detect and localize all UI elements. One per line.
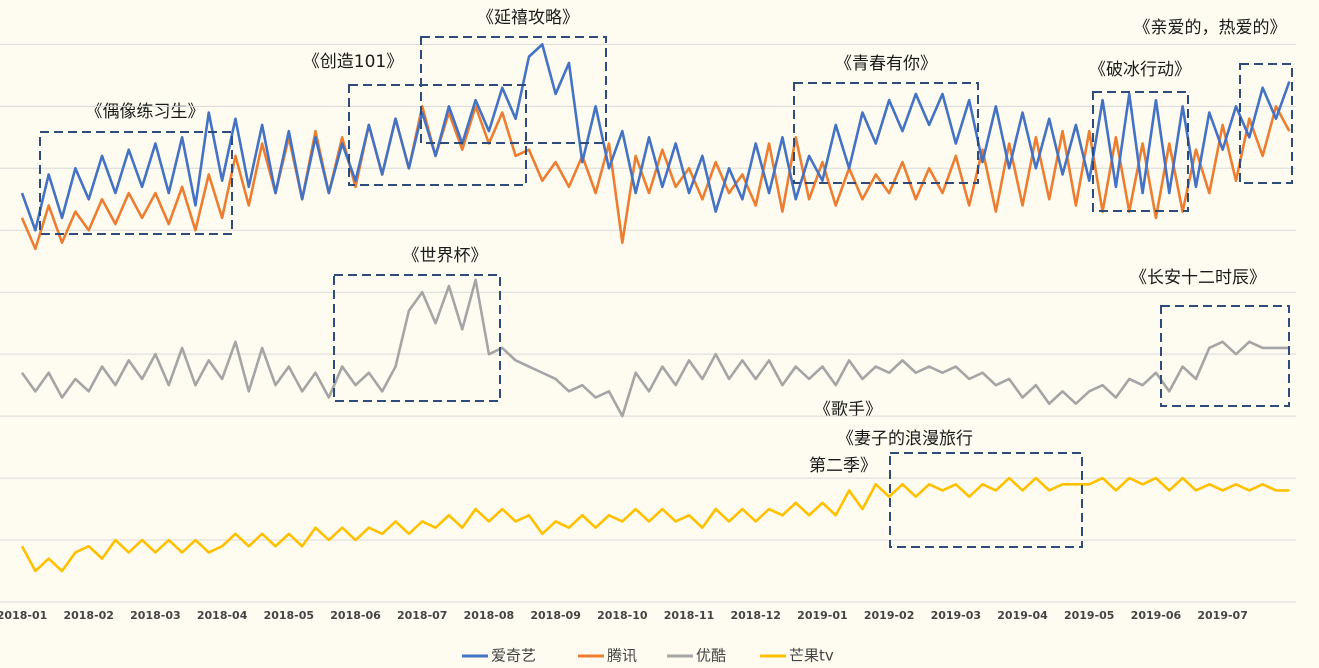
series-line (20, 43, 1291, 232)
x-tick-label: 2019-02 (864, 609, 915, 622)
x-tick-label: 2018-05 (264, 609, 315, 622)
x-tick-label: 2018-10 (597, 609, 648, 622)
x-tick-label: 2019-04 (997, 609, 1048, 622)
x-tick-label: 2018-04 (197, 609, 248, 622)
x-tick-label: 2018-12 (730, 609, 781, 622)
legend-label: 芒果tv (789, 647, 834, 665)
highlight-box (420, 36, 607, 144)
annotation: 《创造101》 (303, 52, 403, 72)
x-tick-label: 2018-07 (397, 609, 448, 622)
legend-label: 优酷 (696, 647, 726, 665)
x-tick-label: 2019-07 (1197, 609, 1248, 622)
x-tick-label: 2018-08 (464, 609, 515, 622)
series-line (20, 476, 1290, 573)
highlight-box (333, 274, 501, 402)
annotation: 《青春有你》 (835, 54, 937, 74)
annotation: 《妻子的浪漫旅行 (837, 429, 973, 449)
annotation: 第二季》 (809, 456, 877, 476)
x-tick-label: 2018-01 (0, 609, 47, 622)
annotation: 《破冰行动》 (1089, 60, 1191, 80)
annotation: 《长安十二时辰》 (1130, 268, 1266, 288)
annotations: 《偶像练习生》 《创造101》 《延禧攻略》 《青春有你》 《破冰行动》 《亲爱… (86, 8, 1287, 476)
highlight-box (889, 452, 1083, 548)
highlight-box (1160, 305, 1290, 407)
annotation: 《歌手》 (814, 400, 882, 420)
highlight-box (1092, 91, 1189, 212)
x-tick-label: 2019-01 (797, 609, 848, 622)
x-tick-label: 2019-03 (931, 609, 982, 622)
x-tick-label: 2018-02 (63, 609, 114, 622)
legend: 爱奇艺 腾讯 优酷 芒果tv (462, 647, 834, 665)
highlight-boxes (39, 36, 1293, 548)
legend-label: 腾讯 (607, 647, 637, 665)
x-tick-label: 2018-11 (664, 609, 715, 622)
x-tick-label: 2018-06 (330, 609, 381, 622)
series-line (20, 105, 1291, 251)
legend-label: 爱奇艺 (491, 647, 536, 665)
x-tick-label: 2019-06 (1131, 609, 1182, 622)
highlight-box (39, 131, 233, 235)
plot: 2018-01 2018-02 2018-03 2018-04 2018-05 2018-… (0, 43, 1296, 622)
annotation: 《亲爱的，热爱的》 (1134, 18, 1287, 38)
series-line (20, 278, 1290, 418)
highlight-box (793, 82, 979, 184)
highlight-box (1239, 63, 1293, 184)
x-tick-label: 2018-09 (530, 609, 581, 622)
x-tick-label: 2019-05 (1064, 609, 1115, 622)
annotation: 《延禧攻略》 (477, 8, 579, 28)
x-tick-label: 2018-03 (130, 609, 181, 622)
highlight-box (348, 84, 527, 186)
annotation: 《世界杯》 (403, 246, 488, 266)
annotation: 《偶像练习生》 (86, 102, 205, 122)
